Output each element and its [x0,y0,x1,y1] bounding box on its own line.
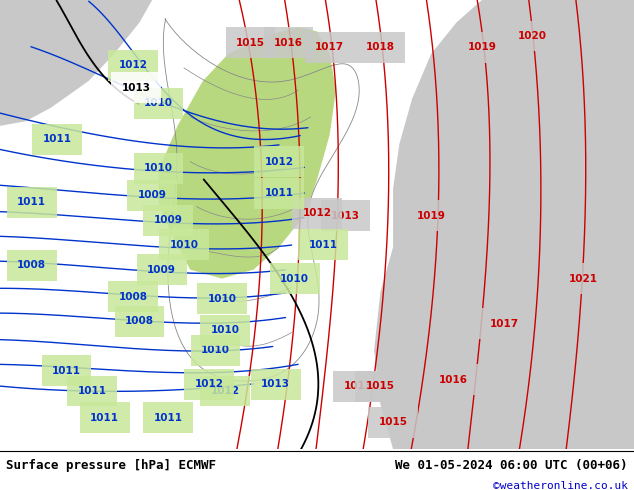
Text: 1012: 1012 [119,60,148,70]
Text: 1012: 1012 [302,208,332,219]
Text: 1013: 1013 [344,381,373,392]
Text: 1012: 1012 [210,386,240,396]
Text: 1009: 1009 [153,215,183,225]
Text: 1010: 1010 [169,240,198,250]
Text: 1010: 1010 [144,164,173,173]
Text: 1010: 1010 [280,273,309,284]
Text: 1010: 1010 [201,345,230,355]
Text: 1011: 1011 [42,134,72,144]
Text: 1021: 1021 [569,273,598,284]
Text: 1017: 1017 [489,318,519,328]
Text: 1019: 1019 [467,42,496,52]
Polygon shape [0,0,152,126]
Text: 1011: 1011 [153,413,183,423]
Text: 1011: 1011 [17,197,46,207]
Text: 1016: 1016 [274,38,303,48]
Polygon shape [158,27,336,279]
Text: 1011: 1011 [52,366,81,376]
Text: 1015: 1015 [236,38,265,48]
Text: 1011: 1011 [90,413,119,423]
Text: 1017: 1017 [315,42,344,52]
Text: 1016: 1016 [439,375,468,385]
Text: We 01-05-2024 06:00 UTC (00+06): We 01-05-2024 06:00 UTC (00+06) [395,459,628,472]
Text: 1009: 1009 [138,191,167,200]
Text: 1008: 1008 [119,292,148,301]
Text: 1010: 1010 [210,325,240,335]
Text: 1015: 1015 [366,381,395,392]
Text: 1012: 1012 [264,157,294,167]
Text: 1019: 1019 [417,211,446,220]
Text: 1013: 1013 [261,379,290,389]
Text: 1013: 1013 [331,211,360,220]
Text: 1020: 1020 [518,31,547,41]
Text: 1009: 1009 [147,265,176,274]
Text: 1008: 1008 [17,260,46,270]
Text: 1011: 1011 [264,188,294,198]
Text: Surface pressure [hPa] ECMWF: Surface pressure [hPa] ECMWF [6,459,216,472]
Text: 1018: 1018 [366,42,395,52]
Text: 1013: 1013 [122,83,151,93]
Text: ©weatheronline.co.uk: ©weatheronline.co.uk [493,481,628,490]
Text: 1012: 1012 [195,379,224,389]
Text: 1008: 1008 [125,316,154,326]
Text: 1011: 1011 [77,386,107,396]
Text: 1010: 1010 [207,294,236,304]
Text: 1010: 1010 [144,98,173,108]
Text: 1015: 1015 [378,417,408,427]
Text: 1011: 1011 [309,240,338,250]
Polygon shape [374,0,634,449]
